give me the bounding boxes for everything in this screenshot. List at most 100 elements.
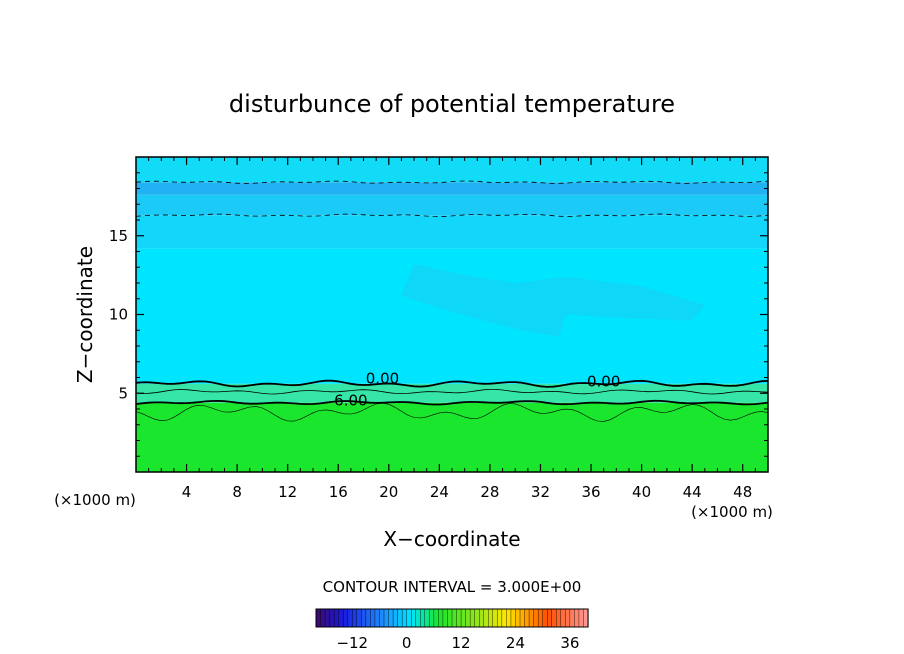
colorbar-cell bbox=[374, 608, 381, 628]
colorbar: −12 0 12 24 36 bbox=[315, 608, 589, 652]
x-tick-label: 24 bbox=[430, 483, 449, 501]
colorbar-cell bbox=[451, 608, 458, 628]
dashed-contour bbox=[135, 180, 769, 184]
colorbar-cell bbox=[447, 608, 453, 628]
x-tick-label: 20 bbox=[379, 483, 398, 501]
colorbar-cell bbox=[501, 608, 508, 628]
colorbar-cell bbox=[388, 608, 394, 628]
contour-label: 6.00 bbox=[334, 392, 367, 410]
colorbar-cell bbox=[497, 608, 503, 628]
colorbar-cell bbox=[356, 608, 362, 628]
field-band bbox=[136, 402, 768, 472]
colorbar-cell bbox=[415, 608, 421, 628]
y-axis-unit: (×1000 m) bbox=[54, 491, 136, 509]
y-axis-label: Z−coordinate bbox=[73, 246, 97, 383]
colorbar-cell bbox=[429, 608, 435, 628]
colorbar-cell bbox=[524, 608, 530, 628]
colorbar-cell bbox=[465, 608, 471, 628]
colorbar-cell bbox=[433, 608, 440, 628]
colorbar-cell bbox=[488, 608, 494, 628]
colorbar-cell bbox=[420, 608, 426, 628]
colorbar-cell bbox=[551, 608, 557, 628]
colorbar-cell bbox=[460, 608, 467, 628]
colorbar-cell bbox=[343, 608, 349, 628]
colorbar-tick-label: 12 bbox=[452, 634, 471, 652]
colorbar-cell bbox=[533, 608, 539, 628]
colorbar-cell bbox=[347, 608, 353, 628]
colorbar-tick-label: 36 bbox=[560, 634, 579, 652]
colorbar-cell bbox=[510, 608, 517, 628]
colorbar-cell bbox=[547, 608, 553, 628]
colorbar-cell bbox=[397, 608, 403, 628]
colorbar-cell bbox=[438, 608, 444, 628]
colorbar-cell bbox=[537, 608, 544, 628]
colorbar-cell bbox=[578, 608, 585, 628]
colorbar-cell bbox=[479, 608, 485, 628]
x-tick-label: 36 bbox=[581, 483, 600, 501]
field-band bbox=[136, 194, 768, 216]
colorbar-tick-label: 0 bbox=[402, 634, 412, 652]
y-tick-label: 10 bbox=[109, 306, 128, 324]
field-band bbox=[136, 215, 768, 249]
colorbar-cell bbox=[352, 608, 358, 628]
chart-title: disturbunce of potential temperature bbox=[229, 90, 675, 118]
contour-label: 0.00 bbox=[366, 370, 399, 388]
colorbar-cell bbox=[442, 608, 449, 628]
colorbar-cell bbox=[542, 608, 548, 628]
x-tick-label: 48 bbox=[733, 483, 752, 501]
x-axis-unit: (×1000 m) bbox=[691, 503, 773, 521]
colorbar-tick-label: −12 bbox=[336, 634, 368, 652]
colorbar-cell bbox=[383, 608, 390, 628]
contour-0 bbox=[135, 379, 769, 388]
x-tick-label: 40 bbox=[632, 483, 651, 501]
x-tick-label: 32 bbox=[531, 483, 550, 501]
contour-label: 0.00 bbox=[587, 373, 620, 391]
colorbar-cell bbox=[338, 608, 344, 628]
colorbar-cell bbox=[528, 608, 535, 628]
colorbar-cell bbox=[333, 608, 340, 628]
colorbar-cell bbox=[569, 608, 575, 628]
colorbar-cell bbox=[556, 608, 562, 628]
contour-3 bbox=[135, 389, 769, 395]
x-tick-label: 4 bbox=[182, 483, 192, 501]
colorbar-cell bbox=[492, 608, 498, 628]
x-tick-label: 28 bbox=[480, 483, 499, 501]
colorbar-cell bbox=[469, 608, 476, 628]
y-tick-label: 15 bbox=[109, 227, 128, 245]
colorbar-cell bbox=[515, 608, 521, 628]
colorbar-cell bbox=[483, 608, 489, 628]
contour-6 bbox=[135, 399, 769, 406]
colorbar-cell bbox=[574, 608, 580, 628]
colorbar-tick-label: 24 bbox=[506, 634, 525, 652]
colorbar-cell bbox=[411, 608, 417, 628]
colorbar-cell bbox=[519, 608, 526, 628]
colorbar-cell bbox=[474, 608, 480, 628]
colorbar-cell bbox=[456, 608, 462, 628]
x-tick-label: 44 bbox=[683, 483, 702, 501]
field-band bbox=[136, 157, 768, 183]
colorbar-cell bbox=[424, 608, 430, 628]
dashed-contour bbox=[135, 213, 769, 217]
field-band bbox=[136, 383, 768, 403]
colorbar-cell bbox=[401, 608, 408, 628]
contour-9 bbox=[135, 402, 769, 422]
colorbar-cell bbox=[565, 608, 571, 628]
x-axis-label: X−coordinate bbox=[383, 527, 520, 551]
x-tick-label: 16 bbox=[329, 483, 348, 501]
colorbar-cell bbox=[329, 608, 335, 628]
x-tick-label: 8 bbox=[232, 483, 242, 501]
contour-interval-label: CONTOUR INTERVAL = 3.000E+00 bbox=[323, 578, 582, 596]
colorbar-cell bbox=[315, 608, 322, 628]
field-band bbox=[136, 182, 768, 195]
colorbar-cell bbox=[406, 608, 412, 628]
colorbar-cell bbox=[560, 608, 566, 628]
colorbar-cell bbox=[324, 608, 331, 628]
colorbar-cell bbox=[506, 608, 512, 628]
colorbar-cell bbox=[370, 608, 376, 628]
colorbar-frame bbox=[315, 608, 589, 628]
y-tick-label: 5 bbox=[118, 384, 128, 402]
cold-anomaly-region bbox=[401, 264, 705, 337]
colorbar-cell bbox=[361, 608, 367, 628]
